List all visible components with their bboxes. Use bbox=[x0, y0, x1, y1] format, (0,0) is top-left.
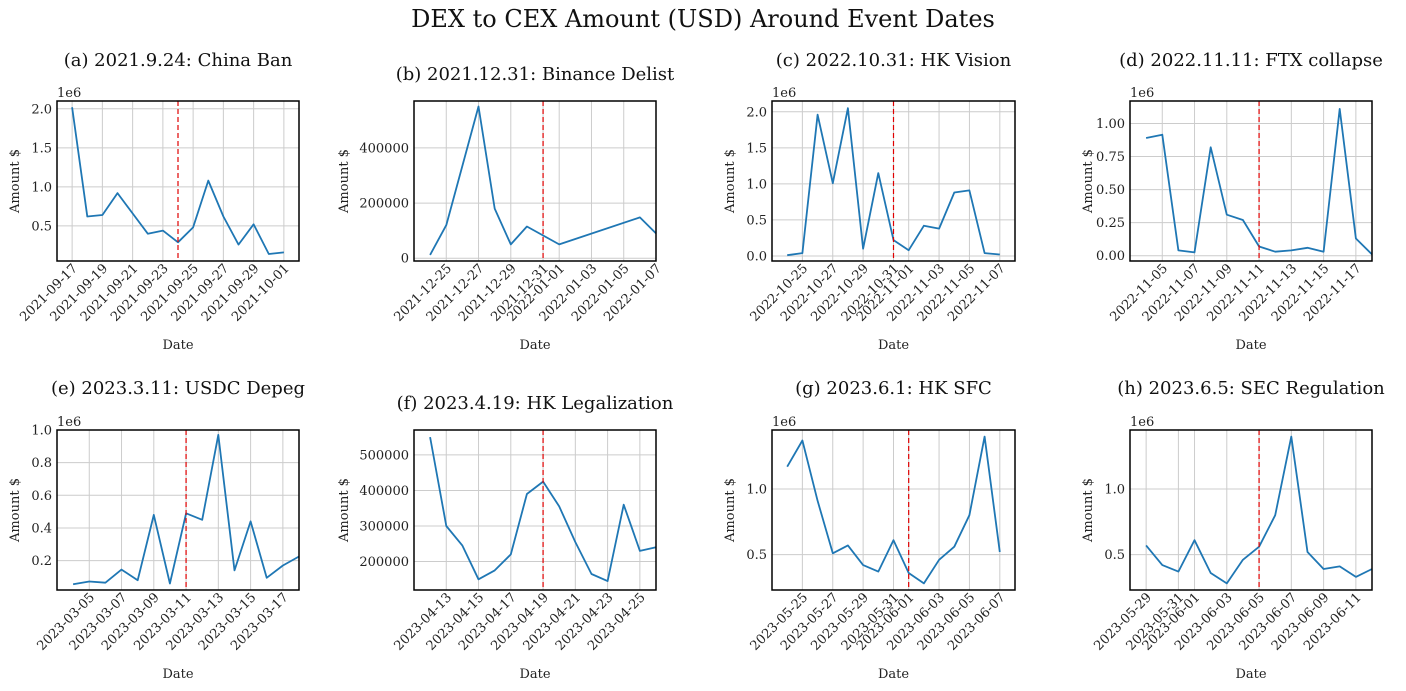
x-axis-label: Date bbox=[162, 338, 193, 353]
subplot-g: (g) 2023.6.1: HK SFC0.51.01e62023-05-252… bbox=[723, 378, 1016, 682]
y-axis-label: Amount $ bbox=[337, 149, 352, 214]
y-tick-label: 0.8 bbox=[31, 456, 52, 471]
y-tick-label: 0.75 bbox=[1096, 150, 1125, 165]
y-tick-label: 1.0 bbox=[746, 483, 767, 498]
y-tick-label: 0.25 bbox=[1096, 216, 1125, 231]
y-tick-label: 1.0 bbox=[746, 177, 767, 192]
y-tick-label: 200000 bbox=[359, 555, 409, 570]
y-axis-label: Amount $ bbox=[723, 149, 738, 214]
x-axis-label: Date bbox=[162, 667, 193, 682]
y-axis-label: Amount $ bbox=[1081, 149, 1096, 214]
y-axis-exponent: 1e6 bbox=[1130, 415, 1154, 430]
y-tick-label: 0.5 bbox=[31, 219, 52, 234]
subplot-title: (d) 2022.11.11: FTX collapse bbox=[1119, 50, 1383, 71]
y-tick-label: 1.5 bbox=[31, 141, 52, 156]
plot-frame bbox=[56, 100, 300, 262]
y-axis-exponent: 1e6 bbox=[772, 86, 796, 101]
y-axis-exponent: 1e6 bbox=[1130, 86, 1154, 101]
y-tick-label: 2.0 bbox=[746, 105, 767, 120]
y-tick-label: 0.5 bbox=[746, 213, 767, 228]
y-axis-exponent: 1e6 bbox=[57, 415, 81, 430]
y-tick-label: 0.5 bbox=[1104, 548, 1125, 563]
x-axis-label: Date bbox=[519, 338, 550, 353]
subplot-title: (h) 2023.6.5: SEC Regulation bbox=[1117, 378, 1385, 399]
plot-frame bbox=[1129, 100, 1373, 262]
subplot-a: (a) 2021.9.24: China Ban0.51.01.52.01e62… bbox=[8, 50, 300, 353]
y-tick-label: 0 bbox=[401, 252, 409, 267]
subplot-title: (f) 2023.4.19: HK Legalization bbox=[397, 393, 674, 414]
series-line bbox=[429, 105, 657, 256]
plot-frame bbox=[1129, 429, 1373, 591]
subplot-e: (e) 2023.3.11: USDC Depeg 0.2 0.4 0.6 0.8 1.0… bbox=[8, 378, 305, 682]
y-tick-label: 300000 bbox=[359, 520, 409, 535]
y-tick-label: 0.0 bbox=[746, 249, 767, 264]
y-axis-label: Amount $ bbox=[8, 478, 23, 543]
y-tick-label: 500000 bbox=[359, 448, 409, 463]
plot-frame bbox=[56, 429, 300, 591]
x-axis-label: Date bbox=[519, 667, 550, 682]
y-tick-label: 0.00 bbox=[1096, 249, 1125, 264]
y-tick-label: 0.6 bbox=[31, 489, 52, 504]
y-tick-label: 400000 bbox=[359, 141, 409, 156]
subplot-d: (d) 2022.11.11: FTX collapse 0.00 0.25 0.50… bbox=[1081, 50, 1383, 353]
y-tick-label: 1.0 bbox=[1104, 483, 1125, 498]
y-axis-exponent: 1e6 bbox=[57, 86, 81, 101]
subplot-h: (h) 2023.6.5: SEC Regulation0.51.01e6202… bbox=[1081, 378, 1385, 682]
plot-frame bbox=[413, 100, 657, 262]
x-axis-label: Date bbox=[1235, 338, 1266, 353]
y-axis-label: Amount $ bbox=[723, 478, 738, 543]
y-axis-label: Amount $ bbox=[8, 149, 23, 214]
y-tick-label: 2.0 bbox=[31, 102, 52, 117]
x-axis-label: Date bbox=[878, 667, 909, 682]
subplot-title: (c) 2022.10.31: HK Vision bbox=[776, 50, 1012, 71]
y-tick-label: 200000 bbox=[359, 197, 409, 212]
subplot-title: (e) 2023.3.11: USDC Depeg bbox=[51, 378, 305, 399]
y-tick-label: 0.2 bbox=[31, 554, 52, 569]
subplot-title: (b) 2021.12.31: Binance Delist bbox=[396, 64, 675, 85]
subplot-b: (b) 2021.12.31: Binance Delist 0 200000 400… bbox=[337, 64, 675, 353]
figure-title: DEX to CEX Amount (USD) Around Event Dat… bbox=[411, 5, 995, 33]
y-tick-label: 1.0 bbox=[31, 424, 52, 439]
y-tick-label: 1.0 bbox=[31, 180, 52, 195]
plot-frame bbox=[413, 429, 657, 591]
y-tick-label: 0.4 bbox=[31, 521, 52, 536]
x-axis-label: Date bbox=[878, 338, 909, 353]
series-line bbox=[71, 107, 284, 255]
subplot-title: (a) 2021.9.24: China Ban bbox=[64, 50, 293, 71]
plot-frame bbox=[771, 429, 1016, 591]
subplot-c: (c) 2022.10.31: HK Vision 0.0 0.5 1.0 1.5 2.0… bbox=[723, 50, 1016, 353]
subplot-f: (f) 2023.4.19: HK Legalization 200000 3000… bbox=[337, 393, 674, 682]
y-axis-label: Amount $ bbox=[1081, 478, 1096, 543]
y-tick-label: 1.00 bbox=[1096, 117, 1125, 132]
y-tick-label: 400000 bbox=[359, 484, 409, 499]
y-axis-label: Amount $ bbox=[337, 478, 352, 543]
plot-frame bbox=[771, 100, 1016, 262]
y-tick-label: 1.5 bbox=[746, 141, 767, 156]
subplot-title: (g) 2023.6.1: HK SFC bbox=[795, 378, 992, 399]
y-tick-label: 0.50 bbox=[1096, 183, 1125, 198]
y-tick-label: 0.5 bbox=[746, 548, 767, 563]
x-axis-label: Date bbox=[1235, 667, 1266, 682]
series-line bbox=[786, 435, 1001, 585]
y-axis-exponent: 1e6 bbox=[772, 415, 796, 430]
